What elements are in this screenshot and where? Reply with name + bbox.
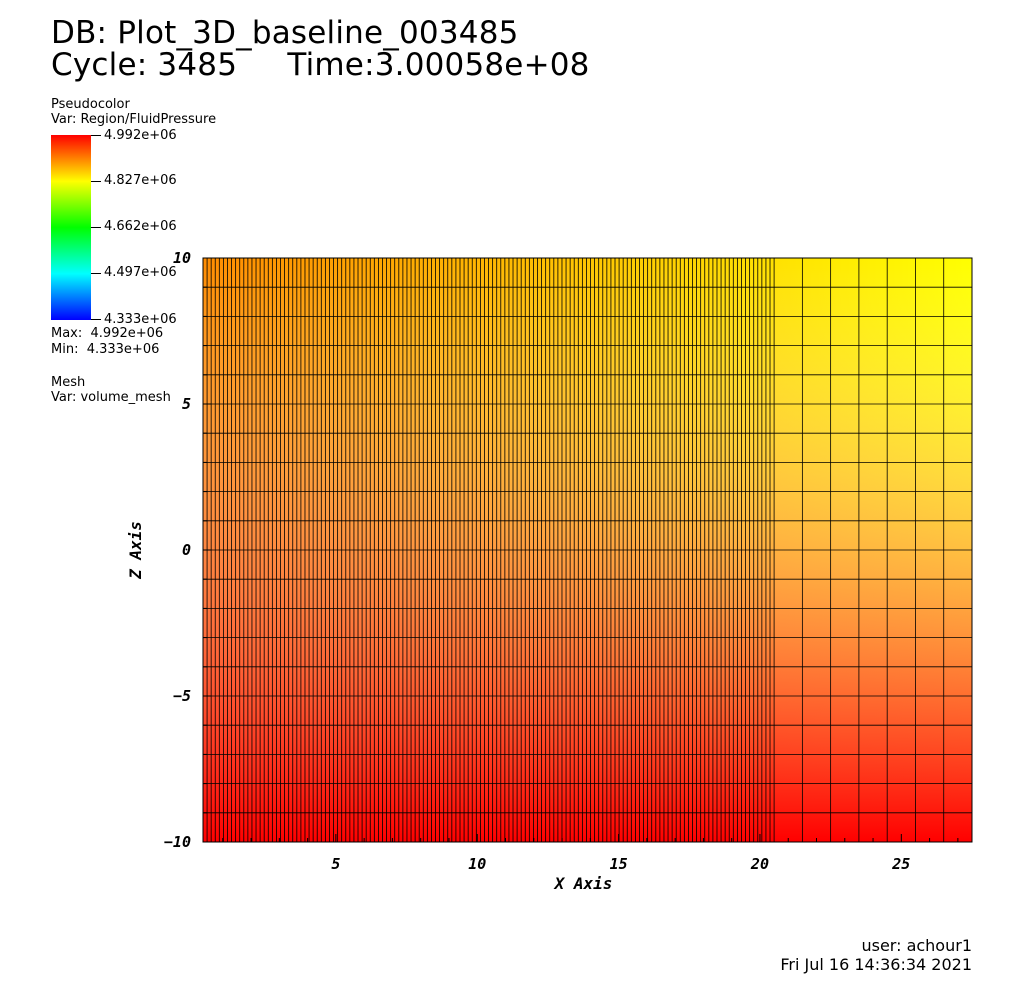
volume-mesh-grid	[202, 257, 973, 843]
legend-tick	[91, 135, 101, 136]
legend-tick-label: 4.497e+06	[104, 265, 177, 280]
cycle-label: Cycle: 3485	[51, 47, 238, 83]
legend-tick-label: 4.992e+06	[104, 128, 177, 143]
x-axis: 5 10 15 20 25	[222, 834, 959, 873]
y-axis: −10 −5 0 5 10	[164, 249, 211, 851]
legend-min-label: Min: 4.333e+06	[51, 342, 160, 357]
x-axis-tick-label: 10	[468, 855, 486, 873]
database-title: DB: Plot_3D_baseline_003485	[51, 15, 519, 51]
y-axis-tick-label: −10	[164, 833, 191, 851]
x-axis-title: X Axis	[553, 874, 613, 893]
legend-tick	[91, 319, 101, 320]
x-axis-tick-label: 15	[610, 855, 628, 873]
colormap-legend-bar	[51, 135, 91, 320]
legend-tick	[91, 181, 101, 182]
y-axis-title: Z Axis	[126, 521, 145, 580]
legend-tick-label: 4.662e+06	[104, 219, 177, 234]
cycle-time-line: Cycle: 3485 Time:3.00058e+08	[51, 50, 590, 81]
x-axis-tick-label: 20	[750, 855, 769, 873]
y-axis-tick-label: 0	[182, 541, 191, 559]
y-axis-tick-label: −5	[173, 687, 191, 705]
footer-user: user: achour1	[861, 936, 972, 955]
legend-pseudocolor-title: Pseudocolor	[51, 97, 130, 112]
legend-pseudocolor-var: Var: Region/FluidPressure	[51, 112, 217, 127]
legend-tick-label: 4.333e+06	[104, 312, 177, 327]
footer-date: Fri Jul 16 14:36:34 2021	[780, 955, 972, 974]
time-label: Time:3.00058e+08	[287, 47, 590, 83]
y-axis-tick-label: 5	[182, 395, 191, 413]
plot-area	[202, 257, 973, 843]
legend-max-label: Max: 4.992e+06	[51, 326, 164, 341]
legend-tick	[91, 273, 101, 274]
legend-tick-label: 4.827e+06	[104, 173, 177, 188]
legend-tick	[91, 227, 101, 228]
legend-mesh-var: Var: volume_mesh	[51, 390, 171, 405]
x-axis-tick-label: 5	[331, 855, 340, 873]
y-axis-tick-label: 10	[173, 249, 191, 267]
legend-mesh-title: Mesh	[51, 375, 86, 390]
x-axis-tick-label: 25	[891, 855, 910, 873]
